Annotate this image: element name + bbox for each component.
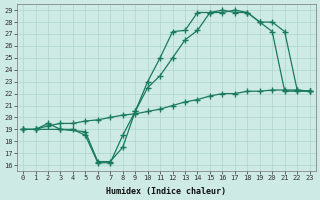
- X-axis label: Humidex (Indice chaleur): Humidex (Indice chaleur): [106, 187, 226, 196]
